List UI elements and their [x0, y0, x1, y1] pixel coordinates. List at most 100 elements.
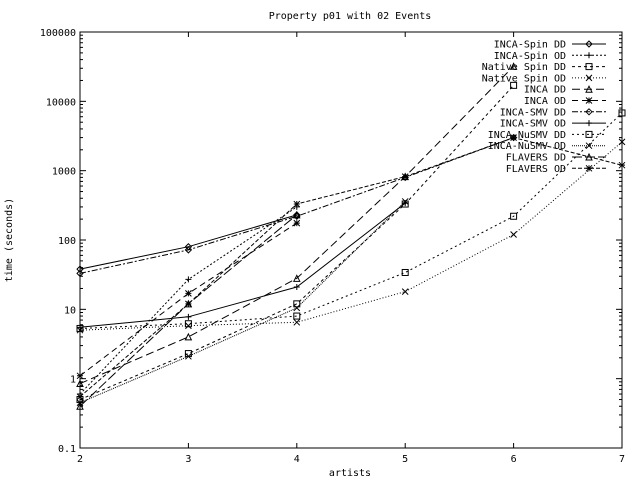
- legend-entry: INCA-SMV OD: [500, 119, 606, 130]
- x-axis-label: artists: [329, 468, 371, 479]
- legend-marker: [586, 120, 592, 127]
- y-tick-label: 1000: [52, 167, 76, 178]
- legend-entry: FLAVERS OD: [506, 164, 606, 175]
- legend-label: INCA OD: [524, 96, 566, 107]
- series-5: [76, 219, 301, 380]
- series-line: [79, 137, 514, 274]
- series-2: [76, 81, 518, 404]
- x-tick-label: 6: [511, 454, 517, 465]
- data-point: [76, 379, 84, 388]
- legend-marker: [585, 85, 593, 93]
- data-point: [293, 283, 300, 290]
- legend-marker: [585, 97, 593, 104]
- data-point: [293, 318, 301, 326]
- data-point: [76, 269, 84, 278]
- legend-marker: [585, 40, 593, 48]
- legend-label: INCA DD: [524, 85, 566, 96]
- data-point: [401, 268, 409, 276]
- legend-entry: INCA-Spin OD: [494, 51, 606, 62]
- series-9: [76, 198, 409, 407]
- legend-marker: [585, 130, 593, 138]
- data-point: [76, 402, 84, 410]
- legend-label: INCA-SMV DD: [500, 107, 566, 118]
- legend-entry: Native Spin DD: [482, 62, 606, 73]
- y-tick-label: 10: [64, 305, 76, 316]
- legend-entry: INCA OD: [524, 96, 606, 107]
- data-point: [184, 332, 193, 341]
- data-point: [401, 288, 409, 295]
- series-0: [76, 211, 301, 273]
- legend-entry: INCA-SMV DD: [500, 107, 606, 118]
- series-line: [79, 202, 406, 328]
- data-point: [185, 352, 192, 360]
- legend-marker: [585, 142, 593, 150]
- data-point: [510, 212, 518, 220]
- legend-label: INCA-Spin DD: [494, 40, 566, 51]
- data-point: [184, 246, 193, 254]
- series-line: [79, 222, 298, 377]
- series-line: [79, 141, 623, 331]
- data-point: [510, 81, 518, 89]
- data-point: [185, 276, 192, 283]
- data-point: [76, 372, 84, 380]
- legend-marker: [585, 108, 593, 116]
- y-tick-label: 0.1: [58, 444, 76, 455]
- data-point: [618, 161, 626, 169]
- series-line: [79, 112, 623, 329]
- legend-marker: [586, 52, 592, 59]
- legend-label: INCA-NuSMV DD: [488, 130, 566, 141]
- legend-label: INCA-Spin OD: [494, 51, 566, 62]
- data-point: [76, 265, 84, 273]
- data-point: [401, 198, 409, 205]
- legend-label: INCA-NuSMV OD: [488, 141, 566, 152]
- legend-label: Native Spin DD: [482, 62, 566, 73]
- series-line: [79, 137, 623, 398]
- x-tick-label: 5: [402, 454, 408, 465]
- data-point: [618, 109, 626, 117]
- chart-title: Property p01 with 02 Events: [269, 11, 432, 22]
- x-tick-label: 2: [77, 454, 83, 465]
- data-point: [510, 231, 517, 238]
- series-line: [79, 201, 406, 404]
- data-point: [76, 393, 84, 401]
- legend-label: FLAVERS DD: [506, 153, 566, 164]
- series-line: [79, 85, 514, 400]
- legend-entry: INCA-Spin DD: [494, 40, 606, 51]
- y-tick-label: 10000: [46, 97, 76, 108]
- data-point: [293, 200, 301, 208]
- data-point: [510, 134, 517, 141]
- data-point: [185, 300, 192, 308]
- data-point: [509, 62, 518, 70]
- data-point: [185, 290, 192, 297]
- series-line: [79, 65, 514, 385]
- legend-marker: [585, 74, 593, 82]
- series-7: [77, 200, 409, 331]
- axes: 2 3 4 5 6 7 0.1 1 10 100 1000 10000 100000: [40, 28, 625, 465]
- legend-entry: INCA-NuSMV OD: [488, 141, 606, 152]
- legend-entry: INCA-NuSMV DD: [488, 130, 606, 141]
- y-tick-label: 100: [58, 236, 76, 247]
- legend-label: INCA-SMV OD: [500, 119, 566, 130]
- data-point: [185, 313, 192, 320]
- series-layer: [76, 62, 626, 410]
- data-point: [184, 320, 192, 328]
- legend-entry: INCA DD: [524, 85, 606, 96]
- series-10: [76, 210, 301, 410]
- data-point: [293, 312, 301, 320]
- legend-marker: [585, 164, 593, 172]
- series-8: [76, 109, 626, 332]
- x-tick-label: 7: [619, 454, 625, 465]
- legend-label: Native Spin OD: [482, 73, 566, 84]
- data-point: [401, 173, 409, 180]
- series-11: [76, 134, 626, 401]
- legend-entry: FLAVERS DD: [506, 153, 606, 164]
- y-tick-label: 100000: [40, 28, 76, 39]
- data-point: [618, 138, 626, 146]
- y-axis-label: time (seconds): [4, 198, 15, 282]
- data-point: [293, 219, 301, 227]
- data-point: [293, 300, 301, 308]
- data-point: [293, 304, 301, 312]
- x-tick-label: 3: [185, 454, 191, 465]
